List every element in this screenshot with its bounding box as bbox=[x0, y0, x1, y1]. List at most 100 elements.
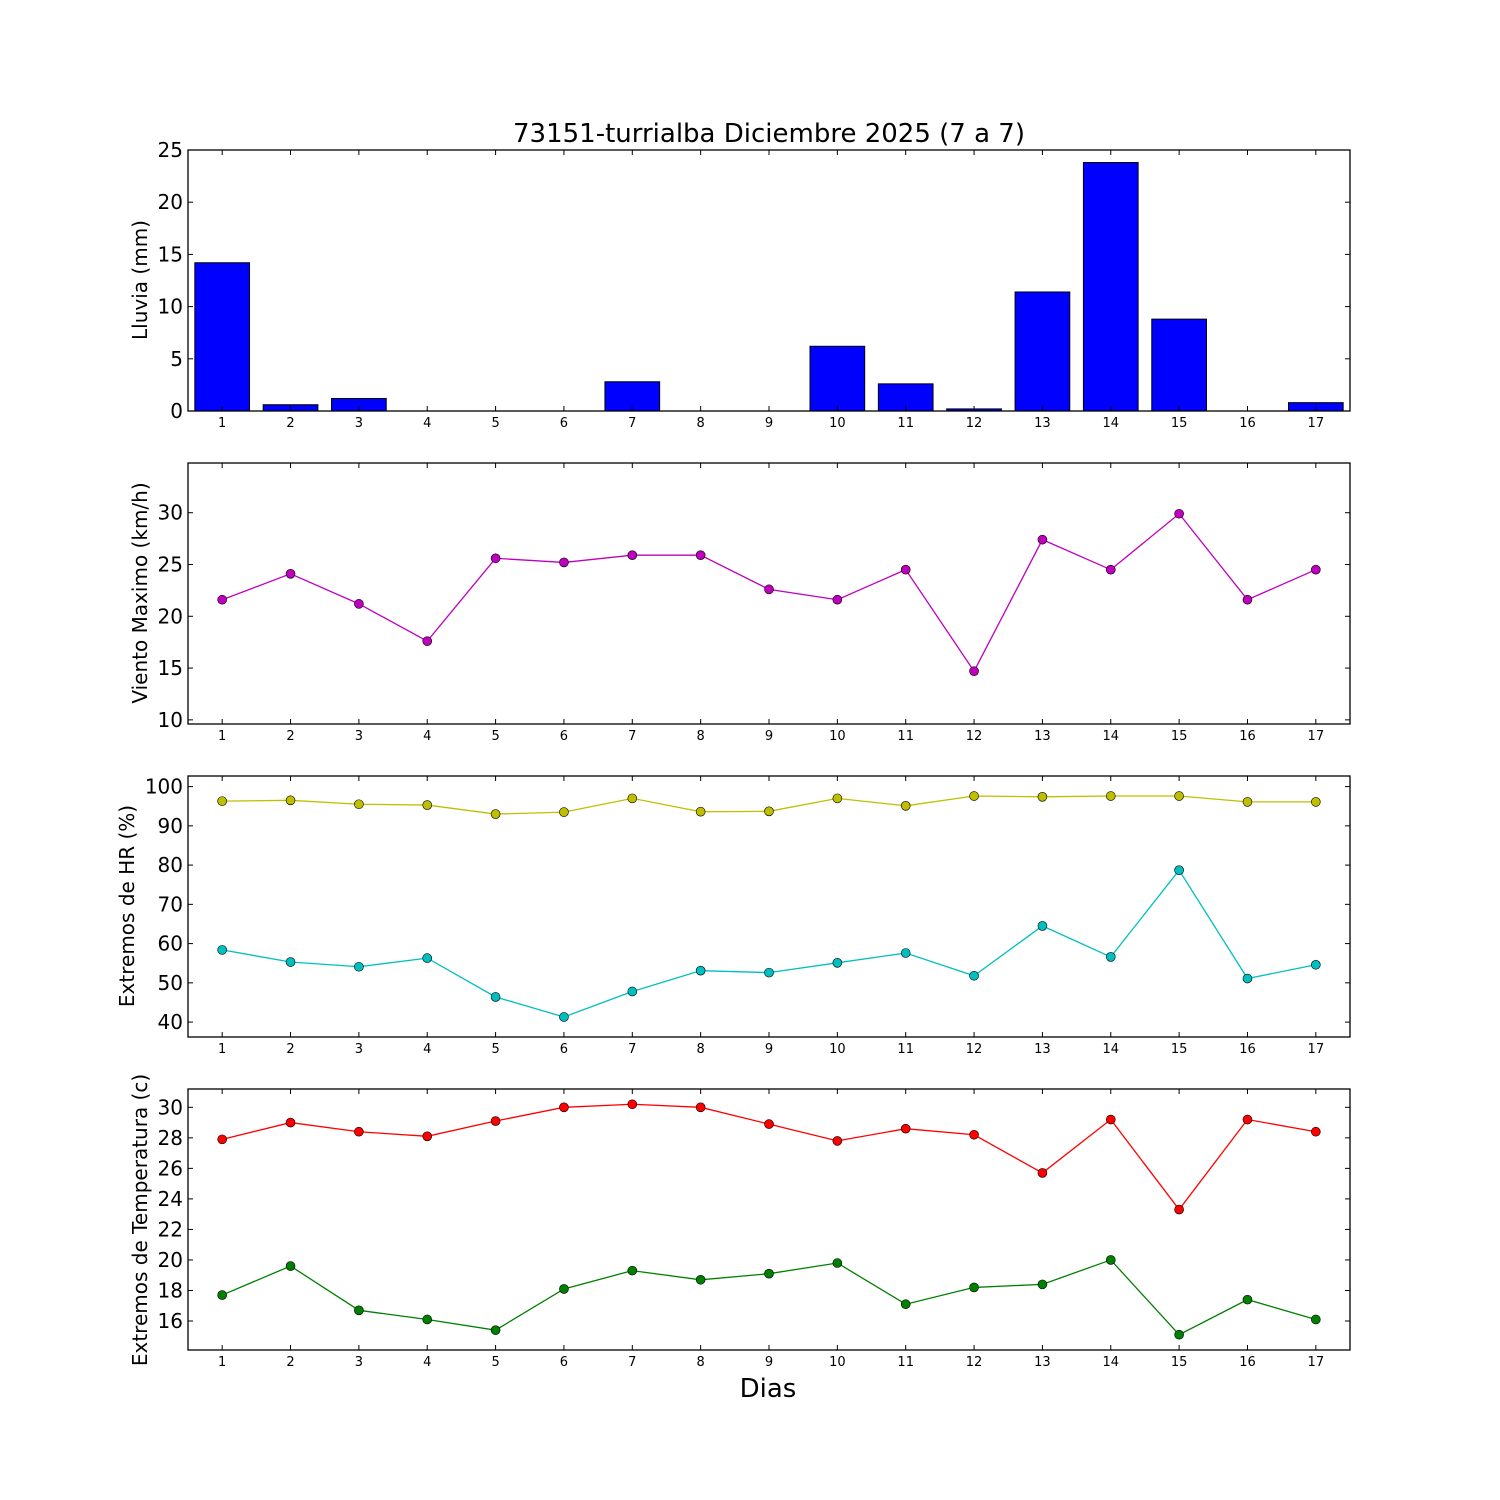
data-point bbox=[1242, 973, 1253, 984]
data-point bbox=[285, 957, 296, 967]
x-tick-label: 13 bbox=[1034, 1042, 1051, 1057]
data-point bbox=[285, 1261, 296, 1271]
x-tick-label: 2 bbox=[286, 729, 294, 744]
y-tick-label: 30 bbox=[158, 501, 183, 525]
x-tick-label: 13 bbox=[1034, 729, 1051, 744]
data-point bbox=[559, 1012, 569, 1022]
data-point bbox=[832, 793, 843, 804]
x-tick-label: 6 bbox=[560, 1355, 568, 1370]
data-point bbox=[217, 1134, 227, 1145]
y-tick-label: 0 bbox=[170, 399, 183, 423]
y-tick-label: 25 bbox=[158, 553, 183, 577]
y-tick-label: 10 bbox=[158, 708, 183, 732]
x-tick-label: 3 bbox=[355, 1042, 363, 1057]
x-tick-label: 7 bbox=[628, 1355, 636, 1370]
y-axis-label-lluvia: Lluvia (mm) bbox=[128, 220, 152, 340]
data-point bbox=[1311, 1126, 1321, 1137]
x-tick-label: 12 bbox=[966, 1355, 983, 1370]
panel-viento: Viento Maximo (km/h) 1 2 3 4 5 6 7 8 9 10 11 12 13 14… bbox=[128, 462, 1351, 744]
y-tick-label: 90 bbox=[158, 814, 183, 838]
data-point bbox=[1105, 564, 1116, 575]
bar-day-13 bbox=[1014, 291, 1071, 412]
data-point bbox=[764, 806, 774, 817]
y-tick-label: 26 bbox=[158, 1156, 183, 1180]
data-point bbox=[422, 636, 433, 646]
data-point bbox=[969, 1282, 979, 1293]
data-point bbox=[832, 1136, 843, 1146]
x-tick-label: 7 bbox=[628, 416, 636, 431]
data-point bbox=[900, 564, 911, 575]
x-tick-label: 11 bbox=[897, 729, 914, 744]
x-tick-label: 5 bbox=[491, 416, 499, 431]
y-tick-label: 25 bbox=[158, 138, 183, 162]
x-tick-label: 10 bbox=[829, 729, 846, 744]
y-axis-label-viento: Viento Maximo (km/h) bbox=[128, 482, 152, 703]
data-point bbox=[1105, 1255, 1116, 1265]
x-tick-label: 16 bbox=[1239, 416, 1256, 431]
data-point bbox=[1037, 921, 1048, 931]
x-tick-label: 6 bbox=[560, 729, 568, 744]
data-point bbox=[900, 1123, 911, 1134]
x-tick-label: 16 bbox=[1239, 1355, 1256, 1370]
x-tick-label: 10 bbox=[829, 1042, 846, 1057]
data-point bbox=[627, 1099, 638, 1110]
data-point bbox=[764, 584, 774, 595]
x-tick-label: 12 bbox=[966, 1042, 983, 1057]
x-tick-label: 8 bbox=[697, 416, 705, 431]
x-tick-label: 8 bbox=[697, 1042, 705, 1057]
bar-day-14 bbox=[1082, 162, 1139, 412]
x-tick-label: 15 bbox=[1171, 416, 1188, 431]
x-tick-label: 3 bbox=[355, 729, 363, 744]
x-tick-label: 15 bbox=[1171, 1042, 1188, 1057]
x-tick-label: 5 bbox=[491, 1042, 499, 1057]
data-point bbox=[627, 1265, 638, 1276]
x-tick-label: 9 bbox=[765, 729, 773, 744]
y-tick-label: 16 bbox=[158, 1309, 183, 1333]
data-point bbox=[1174, 508, 1184, 519]
data-point bbox=[969, 791, 979, 801]
y-tick-label: 100 bbox=[145, 775, 183, 799]
data-point bbox=[217, 1290, 227, 1300]
data-point bbox=[490, 809, 501, 819]
x-tick-label: 1 bbox=[218, 729, 226, 744]
data-point bbox=[900, 1299, 911, 1310]
data-point bbox=[559, 807, 569, 817]
data-point bbox=[1174, 791, 1184, 801]
x-tick-label: 14 bbox=[1102, 416, 1119, 431]
data-point bbox=[559, 557, 569, 568]
data-point bbox=[764, 967, 774, 978]
data-point bbox=[490, 1116, 501, 1126]
data-point bbox=[969, 1129, 979, 1140]
data-point bbox=[490, 1325, 501, 1335]
x-tick-label: 3 bbox=[355, 416, 363, 431]
x-tick-label: 16 bbox=[1239, 729, 1256, 744]
data-point bbox=[969, 970, 979, 981]
x-tick-label: 4 bbox=[423, 1355, 431, 1370]
y-tick-label: 5 bbox=[170, 347, 183, 371]
y-tick-label: 15 bbox=[158, 242, 183, 266]
x-tick-label: 17 bbox=[1308, 1042, 1325, 1057]
x-tick-label: 15 bbox=[1171, 1355, 1188, 1370]
data-point bbox=[1174, 1204, 1184, 1215]
data-point bbox=[354, 1305, 364, 1316]
data-point bbox=[1242, 797, 1253, 807]
data-point bbox=[695, 806, 706, 817]
x-tick-label: 2 bbox=[286, 1355, 294, 1370]
data-point bbox=[1174, 1329, 1184, 1340]
x-axis-label-dias: Dias bbox=[740, 1374, 797, 1404]
data-point bbox=[490, 553, 501, 564]
data-point bbox=[1037, 1168, 1048, 1178]
data-point bbox=[354, 599, 364, 609]
x-tick-label: 17 bbox=[1308, 416, 1325, 431]
x-tick-label: 14 bbox=[1102, 1042, 1119, 1057]
y-tick-label: 20 bbox=[158, 190, 183, 214]
y-tick-label: 60 bbox=[158, 932, 183, 956]
y-tick-label: 10 bbox=[158, 295, 183, 319]
data-point bbox=[354, 1126, 364, 1137]
data-point bbox=[422, 1314, 433, 1325]
data-point bbox=[422, 800, 433, 810]
data-point bbox=[1037, 1279, 1048, 1290]
y-tick-label: 24 bbox=[158, 1187, 183, 1211]
data-point bbox=[1037, 792, 1048, 802]
